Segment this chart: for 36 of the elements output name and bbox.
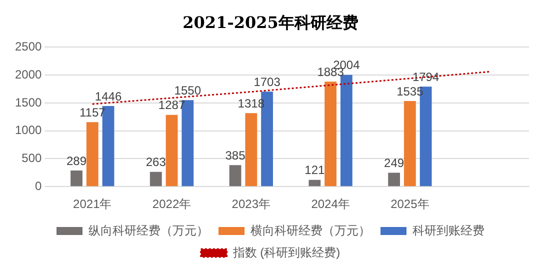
x-tick-label: 2023年: [232, 197, 271, 212]
x-tick-label: 2021年: [73, 197, 112, 212]
bar: [245, 113, 258, 186]
y-tick-label: 0: [35, 178, 42, 193]
data-label: 1550: [174, 83, 202, 98]
bar: [388, 172, 400, 186]
y-tick-label: 500: [22, 151, 42, 166]
bar: [150, 172, 162, 186]
bar: [70, 170, 82, 186]
y-tick-label: 2000: [14, 67, 42, 82]
legend-label: 横向科研经费（万元）: [250, 223, 370, 238]
y-tick-label: 1000: [14, 123, 42, 138]
chart-title: 2021-2025年科研经费: [182, 12, 358, 32]
bar: [404, 101, 416, 186]
bar: [340, 74, 352, 186]
data-label: 1446: [94, 89, 122, 104]
bar: [324, 82, 336, 186]
bar: [308, 180, 321, 186]
data-label: 249: [384, 156, 404, 170]
x-tick-label: 2024年: [311, 197, 350, 212]
bar: [166, 114, 178, 186]
y-tick-label: 2500: [14, 40, 42, 54]
data-label: 289: [66, 154, 87, 168]
data-label: 121: [304, 163, 325, 178]
x-tick-label: 2025年: [390, 197, 430, 212]
x-tick-label: 2022年: [152, 197, 192, 212]
y-tick-label: 1500: [14, 95, 42, 110]
data-label: 1794: [412, 70, 440, 84]
bar: [86, 122, 98, 186]
legend-label: 指数 (科研到账经费): [232, 245, 340, 260]
data-label: 1703: [254, 74, 281, 89]
legend-label: 科研到账经费: [412, 223, 484, 238]
data-label: 263: [146, 155, 166, 170]
legend-label: 纵向科研经费（万元）: [88, 223, 208, 238]
data-label: 385: [225, 148, 246, 162]
bar: [229, 165, 242, 186]
